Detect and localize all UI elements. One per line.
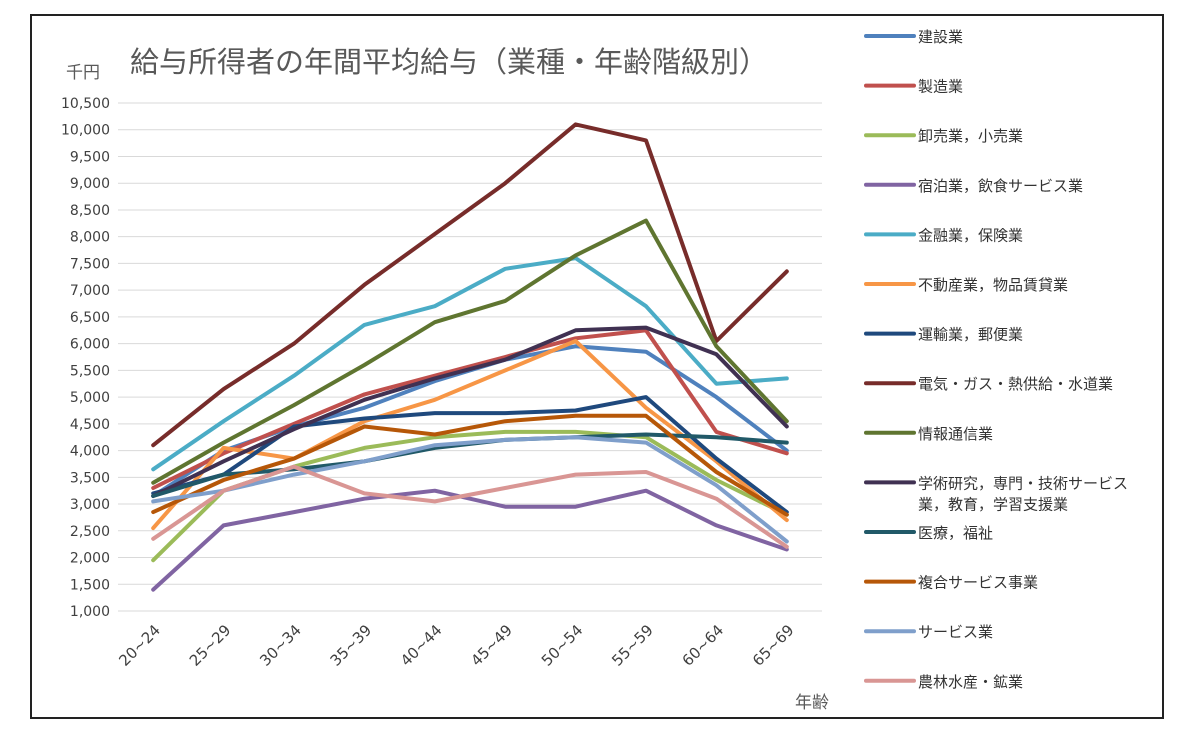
x-axis-ticks: 20~24 25~29 30~34 35~39 40~44 45~49 50~54 55~59…: [115, 621, 797, 670]
x-tick-label: 50~54: [538, 621, 587, 670]
legend-label: 卸売業，小売業: [918, 127, 1023, 145]
legend-label: 業，教育，学習支援業: [918, 495, 1068, 513]
x-axis-label: 年齢: [795, 693, 829, 713]
y-tick-label: 9,500: [70, 149, 110, 165]
y-axis-unit: 千円: [66, 63, 100, 83]
legend-label: 宿泊業，飲食サービス業: [918, 177, 1083, 195]
y-tick-label: 6,500: [70, 310, 110, 326]
y-tick-label: 7,000: [70, 283, 110, 299]
series-line: [151, 435, 789, 544]
series-lines: [151, 122, 789, 592]
legend-label: 医療，福祉: [918, 524, 993, 542]
y-tick-label: 5,000: [70, 390, 110, 406]
legend-label: 不動産業，物品賃貸業: [918, 276, 1068, 294]
y-tick-label: 3,000: [70, 497, 110, 513]
legend-label: 農林水産・鉱業: [918, 673, 1023, 691]
series-line: [151, 464, 789, 549]
legend-label: 電気・ガス・熱供給・水道業: [918, 375, 1113, 393]
y-tick-label: 9,000: [70, 176, 110, 192]
y-tick-label: 8,000: [70, 230, 110, 246]
x-tick-label: 55~59: [608, 621, 657, 670]
legend-label: サービス業: [918, 623, 993, 641]
series-line: [151, 122, 789, 448]
legend-label: 学術研究，専門・技術サービス: [918, 474, 1128, 492]
legend-label: 運輸業，郵便業: [918, 326, 1023, 344]
x-tick-label: 20~24: [115, 621, 164, 670]
y-tick-label: 1,500: [70, 577, 110, 593]
series-line: [151, 325, 789, 498]
y-axis-ticks: 1,000 1,500 2,000 2,500 3,000 3,500 4,000 4,500…: [61, 96, 110, 620]
x-tick-label: 30~34: [256, 621, 305, 670]
y-tick-label: 2,500: [70, 524, 110, 540]
series-line: [151, 413, 789, 517]
y-tick-label: 10,500: [61, 96, 110, 112]
x-tick-label: 65~69: [749, 621, 798, 670]
legend-label: 金融業，保険業: [918, 226, 1023, 244]
series-line: [151, 328, 789, 490]
legend-label: 建設業: [918, 28, 963, 46]
chart-title: 給与所得者の年間平均給与（業種・年齢階級別）: [130, 45, 768, 79]
x-tick-label: 25~29: [186, 621, 235, 670]
x-tick-label: 45~49: [467, 621, 516, 670]
legend-label: 製造業: [918, 78, 963, 96]
chart-frame: [30, 14, 1164, 719]
x-tick-label: 35~39: [327, 621, 376, 670]
y-tick-label: 2,000: [70, 551, 110, 567]
y-tick-label: 3,500: [70, 470, 110, 486]
series-line: [151, 395, 789, 515]
legend-label: 複合サービス事業: [918, 574, 1038, 592]
y-tick-label: 1,000: [70, 604, 110, 620]
y-tick-label: 6,000: [70, 337, 110, 353]
series-line: [151, 256, 789, 472]
legend-label: 情報通信業: [918, 425, 993, 443]
series-line: [151, 488, 789, 592]
y-tick-label: 4,500: [70, 417, 110, 433]
y-tick-label: 7,500: [70, 256, 110, 272]
y-tick-label: 10,000: [61, 123, 110, 139]
x-tick-label: 60~64: [679, 621, 728, 670]
legend: 建設業製造業卸売業，小売業宿泊業，飲食サービス業金融業，保険業不動産業，物品賃貸…: [864, 28, 1128, 691]
x-tick-label: 40~44: [397, 621, 446, 670]
series-line: [151, 218, 789, 485]
y-tick-label: 5,500: [70, 363, 110, 379]
y-tick-label: 4,000: [70, 444, 110, 460]
y-tick-label: 8,500: [70, 203, 110, 219]
